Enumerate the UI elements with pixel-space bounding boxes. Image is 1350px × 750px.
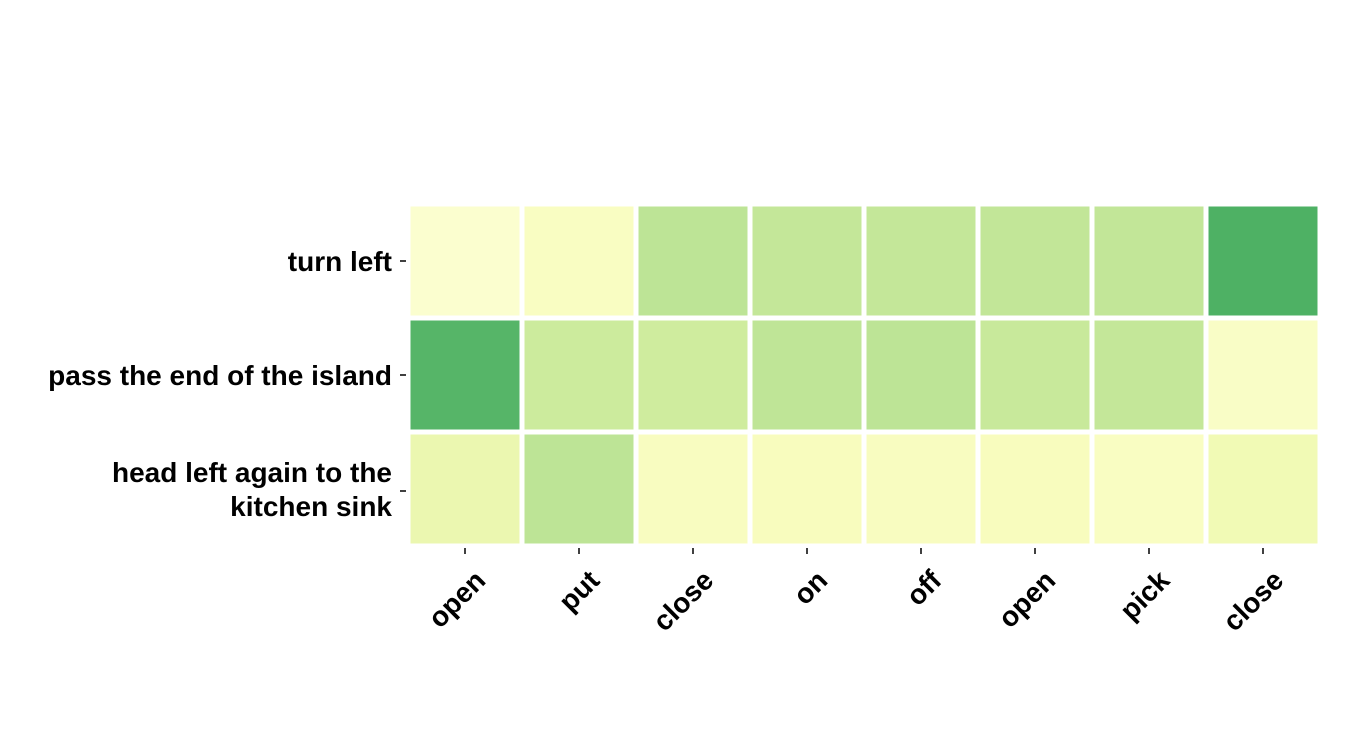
heatmap-cell: [405, 201, 525, 321]
y-tick-label: head left again to the: [112, 457, 392, 488]
heatmap-cell: [519, 315, 639, 435]
heatmap-cell: [1089, 201, 1209, 321]
heatmap-cell: [861, 429, 981, 549]
x-axis: open put close on off open pick close: [422, 548, 1289, 637]
heatmap-cell: [861, 201, 981, 321]
y-tick-label: kitchen sink: [230, 491, 392, 522]
heatmap-cell: [1203, 429, 1323, 549]
heatmap-cells: [405, 201, 1323, 549]
heatmap-cell: [405, 315, 525, 435]
heatmap-cell: [975, 315, 1095, 435]
heatmap-cell: [861, 315, 981, 435]
heatmap-cell: [519, 429, 639, 549]
x-tick-label: pick: [1114, 564, 1176, 626]
x-tick-label: put: [553, 564, 606, 617]
heatmap-cell: [747, 315, 867, 435]
x-tick-label: on: [787, 564, 833, 610]
x-tick-label: open: [422, 564, 491, 633]
y-tick-label: turn left: [288, 246, 392, 277]
heatmap-cell: [633, 315, 753, 435]
x-tick-label: open: [992, 564, 1061, 633]
heatmap-cell: [1089, 315, 1209, 435]
x-tick-label: close: [1217, 564, 1290, 637]
x-tick-label: close: [647, 564, 720, 637]
heatmap-cell: [747, 429, 867, 549]
heatmap-cell: [975, 429, 1095, 549]
heatmap-cell: [975, 201, 1095, 321]
heatmap-cell: [1203, 315, 1323, 435]
heatmap-cell: [519, 201, 639, 321]
heatmap-cell: [405, 429, 525, 549]
heatmap-cell: [1203, 201, 1323, 321]
x-tick-label: off: [900, 564, 948, 612]
heatmap-cell: [633, 201, 753, 321]
y-axis: turn left pass the end of the island head …: [48, 246, 406, 522]
y-tick-label: pass the end of the island: [48, 360, 392, 391]
heatmap-cell: [1089, 429, 1209, 549]
heatmap-cell: [633, 429, 753, 549]
heatmap-cell: [747, 201, 867, 321]
